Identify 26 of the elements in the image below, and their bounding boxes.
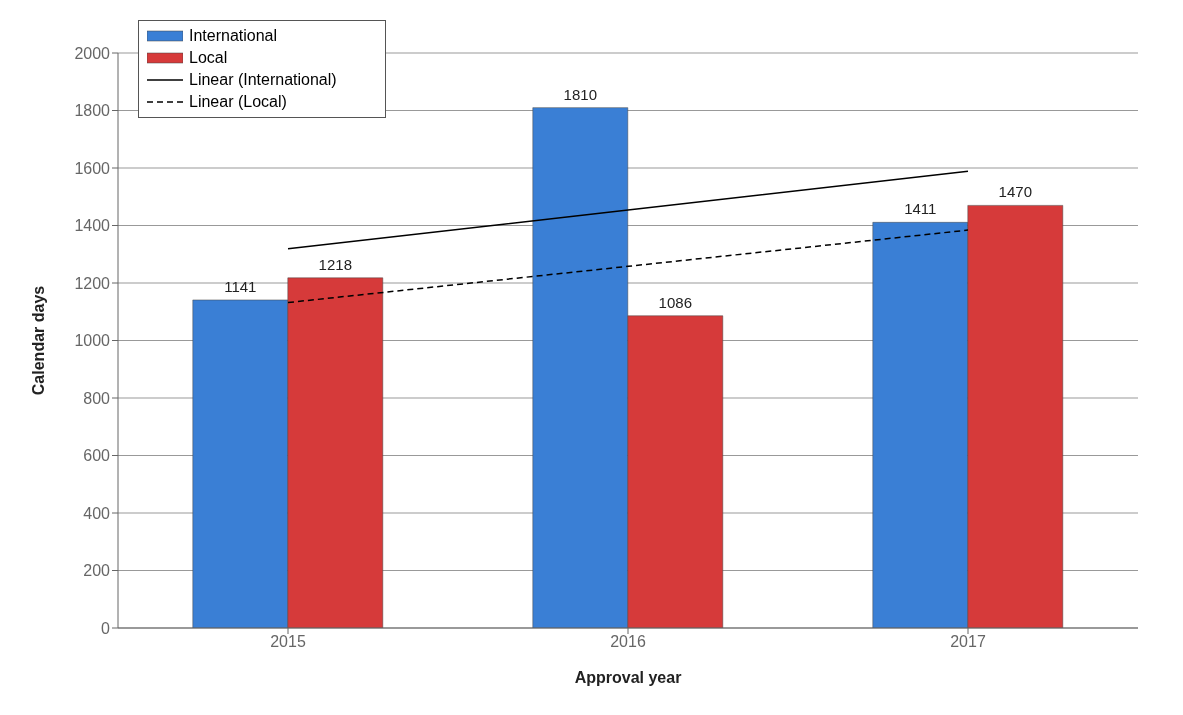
legend-label: Linear (International)	[189, 70, 337, 90]
y-tick-label: 2000	[74, 44, 111, 62]
y-tick-label: 0	[101, 619, 111, 637]
legend-label: Local	[189, 48, 228, 68]
y-tick-label: 400	[83, 504, 111, 522]
y-tick-label: 1600	[74, 159, 111, 177]
legend-label: International	[189, 26, 278, 46]
y-tick-label: 200	[83, 562, 111, 580]
y-tick-label: 600	[83, 447, 111, 465]
data-label: 1141	[224, 277, 257, 295]
y-tick-label: 1200	[74, 274, 111, 292]
y-tick-label: 1800	[74, 102, 111, 120]
x-tick-label: 2015	[270, 633, 306, 651]
x-tick-label: 2016	[610, 633, 646, 651]
data-label: 1810	[563, 85, 597, 103]
data-label: 1218	[318, 255, 352, 273]
y-tick-label: 800	[83, 389, 111, 407]
x-axis-title: Approval year	[574, 669, 682, 686]
data-label: 1086	[658, 293, 692, 311]
y-tick-label: 1000	[74, 332, 111, 350]
legend-label: Linear (Local)	[189, 92, 287, 112]
data-label: 1470	[998, 183, 1032, 201]
x-tick-label: 2017	[950, 633, 986, 651]
y-axis-title: Calendar days	[29, 285, 47, 396]
y-tick-label: 1400	[74, 217, 111, 235]
data-label: 1411	[904, 200, 937, 218]
